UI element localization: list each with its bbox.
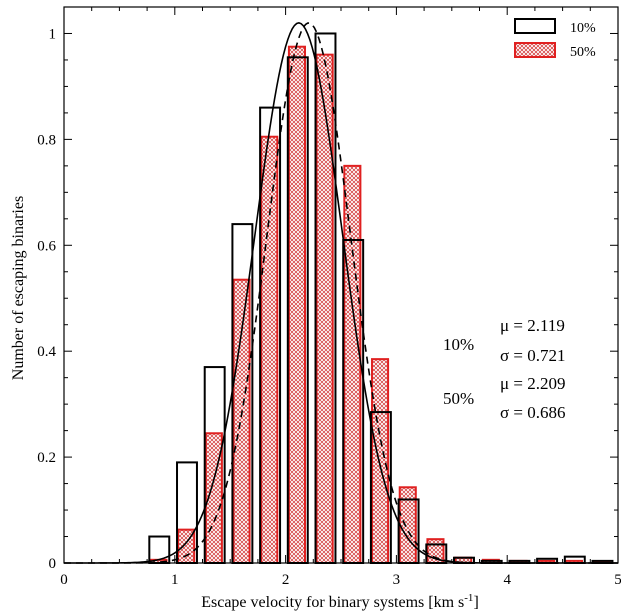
- x-tick-label: 3: [393, 572, 401, 588]
- fit-curve-dashed: [64, 22, 618, 564]
- annotation-50pct-sigma: σ = 0.686: [500, 403, 566, 422]
- y-tick-label: 0.8: [37, 132, 56, 148]
- x-tick-label: 4: [503, 572, 511, 588]
- y-axis-label: Number of escaping binaries: [10, 196, 27, 380]
- y-tick-label: 1: [49, 26, 57, 42]
- legend-swatch-50pct: [514, 42, 556, 58]
- annotation-10pct-label: 10%: [443, 335, 474, 354]
- annotation-10pct-mu: μ = 2.119: [500, 316, 565, 335]
- y-tick-label: 0.6: [37, 238, 56, 254]
- y-tick-label: 0.2: [37, 450, 56, 466]
- x-axis-label: Escape velocity for binary systems [km s…: [201, 592, 479, 611]
- bar-50pct: [232, 278, 251, 564]
- bar-50pct: [343, 164, 362, 564]
- annotation-10pct-sigma: σ = 0.721: [500, 346, 566, 365]
- bar-10pct: [563, 555, 586, 564]
- fit-curve-solid: [64, 22, 618, 564]
- plot-area: [64, 22, 618, 565]
- annotation-50pct-label: 50%: [443, 389, 474, 408]
- fit-annotations: 10% μ = 2.119 σ = 0.721 μ = 2.209 50% σ …: [443, 316, 566, 422]
- y-tick-label: 0: [49, 556, 57, 572]
- x-tick-label: 1: [171, 572, 179, 588]
- x-axis-label-text: Escape velocity for binary systems [km s: [201, 594, 464, 611]
- legend-label-50pct: 50%: [570, 45, 596, 60]
- plot-frame: [63, 6, 619, 564]
- axis-ticks: 0 1 2 3 4 5 0 0.2 0.4 0.6 0.8 1: [37, 7, 621, 588]
- y-tick-label: 0.4: [37, 344, 56, 360]
- annotation-50pct-mu: μ = 2.209: [500, 374, 565, 393]
- legend-label-10pct: 10%: [570, 21, 596, 36]
- bar-50pct: [260, 135, 279, 564]
- x-tick-label: 0: [60, 572, 68, 588]
- legend: 10% 50%: [514, 18, 596, 60]
- x-tick-label: 5: [614, 572, 621, 588]
- x-tick-label: 2: [282, 572, 290, 588]
- bar-50pct: [371, 358, 390, 564]
- x-axis-label-sup: -1: [464, 592, 473, 604]
- bar-50pct: [315, 53, 334, 565]
- x-axis-label-end: ]: [473, 594, 478, 611]
- legend-swatch-10pct: [514, 18, 556, 34]
- bar-50pct: [287, 45, 306, 564]
